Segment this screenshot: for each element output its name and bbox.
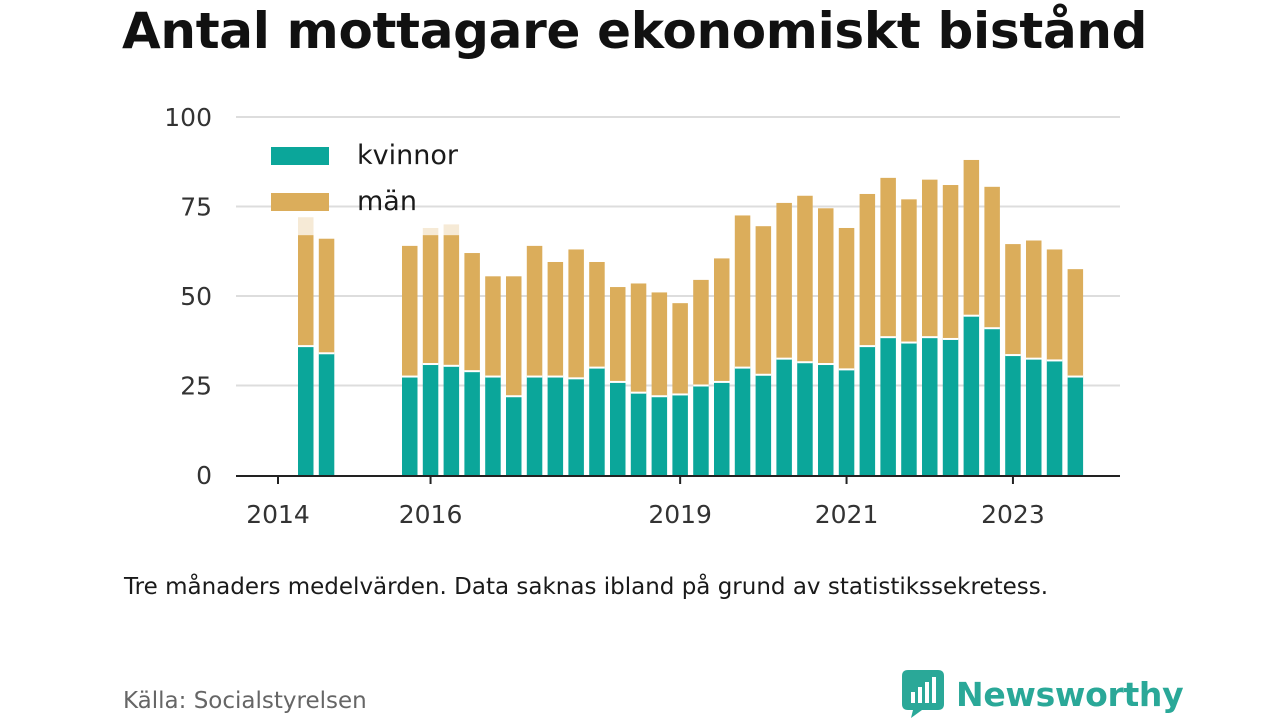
bar-man bbox=[693, 279, 709, 386]
bar-kvinnor bbox=[402, 376, 418, 475]
bar-kvinnor bbox=[1067, 376, 1084, 475]
newsworthy-logo-icon bbox=[902, 670, 944, 718]
legend: kvinnor män bbox=[271, 140, 459, 217]
bar-kvinnor bbox=[776, 358, 792, 475]
bar-man bbox=[422, 235, 439, 365]
bar-man bbox=[464, 253, 480, 372]
bar-kvinnor bbox=[922, 337, 938, 475]
bar-kvinnor bbox=[797, 362, 813, 475]
bar-man bbox=[1026, 240, 1042, 359]
brand-logo: Newsworthy bbox=[902, 670, 1184, 718]
x-tick-label: 2023 bbox=[981, 500, 1045, 529]
x-tick-label: 2019 bbox=[648, 500, 712, 529]
bar-man bbox=[547, 261, 564, 377]
source-label: Källa: Socialstyrelsen bbox=[123, 688, 367, 714]
bar-kvinnor bbox=[589, 367, 605, 475]
bar-man bbox=[818, 208, 834, 365]
bar-kvinnor bbox=[859, 346, 876, 475]
bar-kvinnor bbox=[693, 385, 709, 475]
x-tick-label: 2014 bbox=[246, 500, 310, 529]
bar-suppressed bbox=[298, 217, 314, 236]
bar-man bbox=[1046, 249, 1063, 361]
y-tick-label: 25 bbox=[180, 372, 212, 401]
bar-man bbox=[568, 249, 584, 379]
y-tick-label: 100 bbox=[164, 103, 212, 132]
bar-man bbox=[630, 283, 647, 393]
bar-kvinnor bbox=[443, 365, 460, 475]
bar-kvinnor bbox=[568, 378, 584, 475]
bar-kvinnor bbox=[464, 371, 480, 475]
bar-kvinnor bbox=[630, 392, 647, 475]
bar-man bbox=[838, 227, 855, 370]
bar-kvinnor bbox=[880, 337, 896, 475]
bar-kvinnor bbox=[298, 346, 314, 475]
legend-label: män bbox=[357, 186, 417, 217]
bar-kvinnor bbox=[1026, 358, 1042, 475]
bar-man bbox=[859, 193, 876, 347]
bar-kvinnor bbox=[485, 376, 501, 475]
chart-note: Tre månaders medelvärden. Data saknas ib… bbox=[124, 574, 1049, 600]
bar-kvinnor bbox=[1046, 360, 1063, 475]
bar-man bbox=[1005, 244, 1021, 356]
stacked-bar-chart: 0 25 50 75 100 2014 2016 2019 2021 2023 kvinnor m… bbox=[164, 103, 1120, 529]
bar-man bbox=[880, 177, 896, 338]
bar-kvinnor bbox=[526, 376, 543, 475]
y-tick-label: 0 bbox=[196, 461, 212, 490]
x-tick-label: 2021 bbox=[815, 500, 879, 529]
bar-suppressed bbox=[422, 227, 439, 236]
bar-man bbox=[901, 199, 917, 343]
bar-man bbox=[755, 226, 772, 375]
legend-label: kvinnor bbox=[357, 140, 459, 171]
bar-kvinnor bbox=[838, 369, 855, 475]
bar-man bbox=[963, 159, 980, 316]
bar-man bbox=[734, 215, 751, 368]
bars bbox=[298, 159, 1084, 475]
bar-kvinnor bbox=[651, 396, 668, 475]
bar-man bbox=[318, 238, 335, 354]
y-tick-label: 50 bbox=[180, 282, 212, 311]
bar-man bbox=[922, 179, 938, 338]
bar-man bbox=[589, 261, 605, 368]
bar-kvinnor bbox=[901, 342, 917, 475]
bar-man bbox=[984, 186, 1000, 329]
x-axis-ticks: 2014 2016 2019 2021 2023 bbox=[246, 476, 1045, 529]
bar-kvinnor bbox=[1005, 355, 1021, 475]
bar-kvinnor bbox=[610, 381, 626, 475]
bar-man bbox=[672, 303, 688, 395]
bar-kvinnor bbox=[755, 374, 772, 475]
chart-title: Antal mottagare ekonomiskt bistånd bbox=[122, 2, 1148, 60]
bar-man bbox=[610, 287, 626, 382]
bar-man bbox=[776, 202, 792, 359]
brand-name: Newsworthy bbox=[956, 674, 1184, 714]
bar-kvinnor bbox=[506, 396, 522, 475]
bar-kvinnor bbox=[422, 364, 439, 475]
bar-kvinnor bbox=[547, 376, 564, 475]
bar-kvinnor bbox=[734, 367, 751, 475]
bar-man bbox=[506, 276, 522, 397]
bar-man bbox=[1067, 269, 1084, 377]
bar-kvinnor bbox=[318, 353, 335, 475]
bar-kvinnor bbox=[672, 394, 688, 475]
bar-kvinnor bbox=[818, 364, 834, 475]
bar-kvinnor bbox=[984, 328, 1000, 475]
bar-man bbox=[443, 235, 460, 366]
bar-man bbox=[298, 235, 314, 347]
x-tick-label: 2016 bbox=[399, 500, 463, 529]
bar-man bbox=[526, 245, 543, 377]
bar-man bbox=[942, 185, 959, 339]
bar-suppressed bbox=[443, 224, 460, 236]
bar-man bbox=[485, 276, 501, 377]
bar-man bbox=[714, 258, 730, 382]
bar-man bbox=[797, 195, 813, 363]
bar-man bbox=[651, 292, 668, 397]
legend-swatch bbox=[271, 193, 329, 211]
y-axis-ticks: 0 25 50 75 100 bbox=[164, 103, 212, 490]
y-tick-label: 75 bbox=[180, 193, 212, 222]
bar-kvinnor bbox=[963, 315, 980, 475]
legend-swatch bbox=[271, 147, 329, 165]
bar-kvinnor bbox=[714, 381, 730, 475]
bar-man bbox=[402, 245, 418, 377]
bar-kvinnor bbox=[942, 338, 959, 475]
